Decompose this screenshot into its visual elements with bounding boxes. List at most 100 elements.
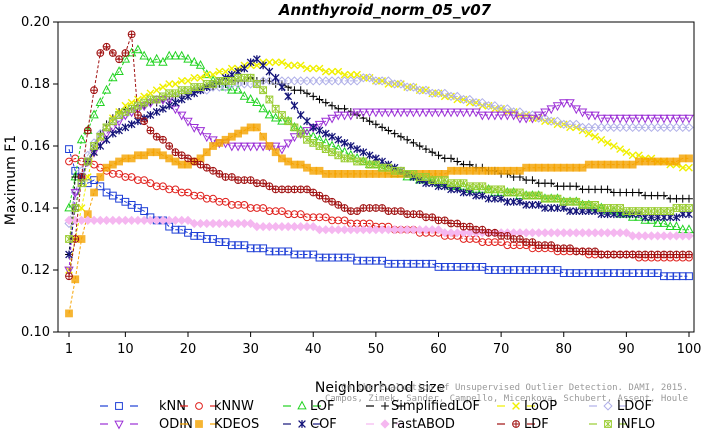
data-point-odin xyxy=(202,133,212,143)
series-odin xyxy=(64,96,694,276)
data-point-knn xyxy=(559,269,568,278)
data-point-fastabod xyxy=(402,225,412,235)
legend-marker-loop xyxy=(512,402,520,410)
legend-marker-inflo xyxy=(604,420,612,428)
data-point-lof xyxy=(108,72,118,82)
data-point-odin xyxy=(665,114,675,124)
data-point-cof xyxy=(290,101,299,110)
data-point-fastabod xyxy=(158,215,168,226)
data-point-ldof xyxy=(515,107,525,117)
data-point-fastabod xyxy=(602,228,613,238)
data-point-knn xyxy=(628,269,637,278)
data-point-knn xyxy=(616,269,625,278)
data-point-odin xyxy=(321,117,331,127)
data-point-inflo xyxy=(597,204,606,212)
data-point-cof xyxy=(340,139,349,147)
data-point-inflo xyxy=(685,204,693,212)
data-point-cof xyxy=(541,204,549,212)
legend-marker-cof xyxy=(298,420,306,428)
data-point-knn xyxy=(215,238,224,246)
data-point-knnw xyxy=(478,238,487,247)
data-point-knn xyxy=(315,253,324,262)
legend-marker-lof xyxy=(297,400,307,410)
data-point-knn xyxy=(453,263,462,271)
data-point-ldof xyxy=(621,122,631,133)
data-point-ldof xyxy=(540,113,550,123)
data-point-odin xyxy=(377,108,387,118)
data-point-cof xyxy=(165,101,174,110)
legend-label-knn: kNN xyxy=(159,399,186,414)
data-point-knnw xyxy=(221,197,230,206)
data-point-ldf xyxy=(71,235,80,243)
data-point-odin xyxy=(245,142,256,152)
data-point-ldof xyxy=(452,91,462,102)
data-point-fastabod xyxy=(302,221,312,232)
data-point-ldf xyxy=(102,42,111,51)
data-point-loop xyxy=(121,101,130,110)
data-point-ldf xyxy=(315,191,324,200)
data-point-ldof xyxy=(371,76,381,86)
data-point-odin xyxy=(515,114,525,124)
data-point-fastabod xyxy=(339,225,350,235)
data-point-odin xyxy=(602,114,613,124)
data-point-knn xyxy=(278,247,286,256)
data-point-odin xyxy=(615,114,625,124)
data-point-ldf xyxy=(490,228,499,237)
data-point-odin xyxy=(659,114,669,124)
data-point-knn xyxy=(190,232,199,240)
data-point-ldof xyxy=(615,122,625,133)
data-point-cof xyxy=(265,67,274,76)
data-point-knnw xyxy=(271,207,280,216)
data-point-inflo xyxy=(121,108,130,116)
data-point-inflo xyxy=(265,95,274,104)
data-point-knn xyxy=(672,272,681,281)
data-point-inflo xyxy=(547,194,556,203)
data-point-fastabod xyxy=(383,225,394,235)
data-point-simplifiedlof xyxy=(384,126,393,135)
legend-label-cof: COF xyxy=(310,417,337,432)
data-point-fastabod xyxy=(433,225,444,235)
data-point-ldof xyxy=(427,88,437,98)
data-point-knn xyxy=(584,269,593,278)
data-point-fastabod xyxy=(634,231,644,241)
data-point-kdeos xyxy=(271,148,280,157)
data-point-ldof xyxy=(239,79,249,89)
data-point-odin xyxy=(233,142,243,152)
data-point-inflo xyxy=(284,117,293,126)
data-point-knn xyxy=(528,266,537,274)
data-point-loop xyxy=(133,95,142,104)
data-point-knn xyxy=(541,266,549,274)
data-point-knn xyxy=(666,272,675,281)
data-point-loop xyxy=(616,145,625,153)
data-point-fastabod xyxy=(95,215,105,226)
data-point-inflo xyxy=(678,204,687,212)
data-point-knn xyxy=(334,253,343,262)
data-point-inflo xyxy=(353,157,361,166)
data-point-ldf xyxy=(265,182,274,191)
data-point-simplifiedlof xyxy=(309,92,318,101)
data-point-ldof xyxy=(490,101,500,111)
data-point-ldof xyxy=(546,116,556,126)
data-point-fastabod xyxy=(76,215,87,226)
data-point-cof xyxy=(296,111,305,119)
data-point-fastabod xyxy=(208,218,218,229)
data-point-ldf xyxy=(127,30,136,39)
data-point-knn xyxy=(422,259,430,268)
data-point-inflo xyxy=(77,179,86,188)
data-point-loop xyxy=(252,61,261,70)
data-point-fastabod xyxy=(289,221,300,232)
data-point-odin xyxy=(671,114,682,124)
data-point-inflo xyxy=(252,80,261,88)
data-point-ldf xyxy=(397,207,405,216)
data-point-cof xyxy=(522,201,531,209)
legend-item-simplifiedlof: SimplifiedLOF xyxy=(366,399,480,414)
data-point-inflo xyxy=(340,154,349,163)
data-point-odin xyxy=(678,114,688,124)
data-point-ldf xyxy=(685,250,693,259)
legend-item-loop: LoOP xyxy=(497,399,557,414)
data-point-inflo xyxy=(278,111,286,119)
data-point-ldof xyxy=(640,122,650,133)
data-point-ldf xyxy=(121,49,130,57)
data-point-inflo xyxy=(227,77,236,85)
data-point-knn xyxy=(484,266,493,274)
